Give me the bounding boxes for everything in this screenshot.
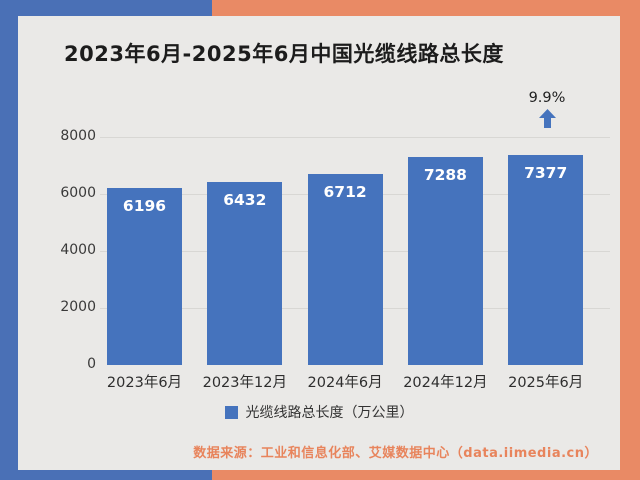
bar-value-label: 6196 bbox=[122, 197, 167, 216]
bar: 6196 bbox=[107, 188, 182, 365]
bar: 7377 bbox=[508, 154, 584, 365]
y-axis-label: 2000 bbox=[60, 299, 96, 315]
x-axis-label: 2025年6月 bbox=[508, 375, 584, 391]
x-axis-label: 2024年12月 bbox=[403, 375, 488, 391]
chart-card: 2023年6月-2025年6月中国光缆线路总长度 9.9% 6196 6432 67… bbox=[18, 16, 620, 470]
bar: 7288 bbox=[407, 157, 483, 365]
page-title: 2023年6月-2025年6月中国光缆线路总长度 bbox=[64, 42, 504, 66]
x-axis-label: 2024年6月 bbox=[307, 375, 383, 391]
gridline bbox=[100, 137, 610, 138]
up-arrow-icon bbox=[538, 109, 556, 128]
x-axis-label: 2023年12月 bbox=[202, 375, 287, 391]
legend-marker bbox=[224, 405, 238, 419]
legend: 光缆线路总长度（万公里） bbox=[18, 402, 620, 422]
y-axis-label: 4000 bbox=[60, 242, 96, 258]
bar-value-label: 6712 bbox=[323, 182, 367, 201]
growth-annotation: 9.9% bbox=[517, 90, 577, 128]
plot-area: 6196 6432 6712 7288 7377 bbox=[100, 137, 610, 365]
bar: 6712 bbox=[307, 173, 383, 365]
y-axis-label: 0 bbox=[87, 356, 96, 372]
source-note: 数据来源：工业和信息化部、艾媒数据中心（data.iimedia.cn） bbox=[193, 446, 598, 461]
growth-rate-label: 9.9% bbox=[528, 90, 566, 106]
bar-value-label: 7377 bbox=[524, 163, 568, 182]
bar: 6432 bbox=[207, 181, 283, 365]
y-axis-label: 8000 bbox=[60, 128, 96, 144]
x-axis-label: 2023年6月 bbox=[106, 375, 183, 391]
bar-value-label: 7288 bbox=[423, 166, 467, 185]
y-axis-label: 6000 bbox=[60, 185, 96, 201]
legend-label: 光缆线路总长度（万公里） bbox=[245, 405, 414, 421]
bar-value-label: 6432 bbox=[223, 190, 267, 209]
